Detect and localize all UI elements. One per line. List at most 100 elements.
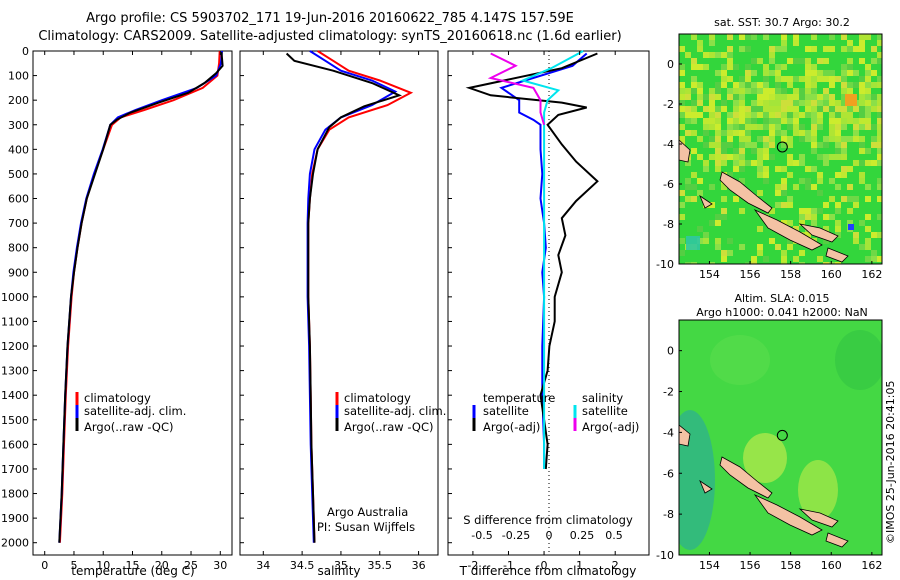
y-tick-label: 600 — [8, 193, 29, 206]
sst-cell — [841, 154, 847, 160]
map-x-tick-label: 156 — [740, 559, 761, 572]
sst-cell — [691, 58, 697, 64]
sst-cell — [757, 160, 763, 166]
s-tick-label: -0.5 — [471, 529, 492, 542]
legend-label-climatology: climatology — [84, 391, 151, 405]
sst-cell — [691, 34, 697, 40]
sst-cell — [835, 226, 841, 232]
sst-cell — [829, 130, 835, 136]
sst-cell — [877, 178, 882, 184]
sst-cell — [763, 94, 769, 100]
sst-cell — [859, 124, 865, 130]
sst-cell — [703, 118, 709, 124]
sst-cell — [679, 88, 685, 94]
sst-cell — [727, 250, 733, 256]
sst-cell — [679, 100, 685, 106]
legend-label-salinity-satellite: satellite — [582, 404, 628, 418]
sst-cell — [745, 64, 751, 70]
sst-cell — [793, 76, 799, 82]
sst-cell — [769, 130, 775, 136]
sst-cell — [751, 82, 757, 88]
sst-cell — [865, 106, 871, 112]
sst-cell — [841, 136, 847, 142]
sst-cell — [781, 166, 787, 172]
sst-cell — [685, 118, 691, 124]
sst-cell — [853, 202, 859, 208]
sst-cell — [877, 118, 882, 124]
sst-map-frame — [678, 33, 883, 265]
sst-cell — [691, 106, 697, 112]
sst-cell — [709, 52, 715, 58]
x-tick-label: 20 — [155, 559, 169, 572]
map-y-tick-label: 0 — [667, 345, 674, 358]
sst-cell — [679, 190, 685, 196]
sst-cell — [841, 64, 847, 70]
map-x-tick-label: 158 — [780, 559, 801, 572]
sst-cell — [859, 94, 865, 100]
sst-cell — [847, 88, 853, 94]
sst-cell — [715, 148, 721, 154]
sst-cell — [847, 166, 853, 172]
sst-cell — [763, 82, 769, 88]
sst-cell — [763, 166, 769, 172]
sst-cell — [847, 196, 853, 202]
sst-cell — [877, 148, 882, 154]
sst-cell — [775, 166, 781, 172]
sst-cell — [817, 256, 823, 262]
sst-cell — [721, 160, 727, 166]
sst-cell — [793, 40, 799, 46]
sst-cell — [715, 238, 721, 244]
sst-cell — [805, 214, 811, 220]
sst-cell — [805, 46, 811, 52]
sst-cell — [757, 94, 763, 100]
sst-cell — [775, 88, 781, 94]
s-tick-label: 0.25 — [570, 529, 595, 542]
sst-cell — [847, 70, 853, 76]
sst-cell — [805, 184, 811, 190]
sst-cell — [829, 94, 835, 100]
sst-cell — [763, 64, 769, 70]
sst-cell — [829, 100, 835, 106]
sst-cell — [715, 214, 721, 220]
s-tick-label: 0 — [546, 529, 553, 542]
series-line — [58, 52, 224, 543]
sst-cell — [739, 136, 745, 142]
sst-cell — [845, 94, 857, 106]
sst-cell — [811, 70, 817, 76]
y-tick-label: 500 — [8, 168, 29, 181]
sst-cell — [793, 160, 799, 166]
sst-cell — [763, 100, 769, 106]
sst-cell — [793, 130, 799, 136]
y-tick-label: 1700 — [1, 463, 29, 476]
sst-cell — [835, 76, 841, 82]
sst-cell — [799, 76, 805, 82]
sst-cell — [805, 76, 811, 82]
sst-cell — [823, 214, 829, 220]
land-shape — [753, 494, 823, 536]
sst-cell — [781, 136, 787, 142]
sst-cell — [829, 34, 835, 40]
sst-cell — [686, 236, 700, 250]
sst-cell — [877, 154, 882, 160]
map-x-tick-label: 162 — [861, 268, 882, 281]
sst-cell — [781, 46, 787, 52]
sst-cell — [697, 94, 703, 100]
land-shape — [679, 139, 691, 163]
sst-cell — [775, 244, 781, 250]
sst-cell — [823, 106, 829, 112]
sst-cell — [859, 88, 865, 94]
sst-cell — [733, 82, 739, 88]
legend-label-temperature-argo: Argo(-adj) — [483, 420, 540, 434]
sst-cell — [841, 88, 847, 94]
sst-cell — [853, 232, 859, 238]
sst-cell — [787, 76, 793, 82]
sst-cell — [745, 88, 751, 94]
sst-cell — [691, 88, 697, 94]
sst-cell — [721, 250, 727, 256]
sst-cell — [787, 100, 793, 106]
sst-cell — [715, 112, 721, 118]
sst-cell — [691, 130, 697, 136]
sla-map-field — [679, 330, 882, 550]
map-x-tick-label: 156 — [740, 268, 761, 281]
sst-cell — [751, 160, 757, 166]
